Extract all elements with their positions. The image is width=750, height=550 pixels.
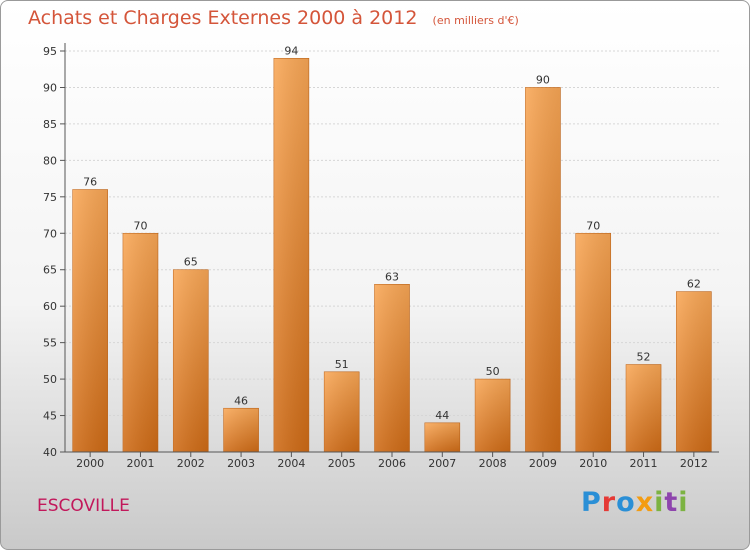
x-tick-label: 2008	[479, 457, 507, 470]
x-tick-label: 2006	[378, 457, 406, 470]
chart-title: Achats et Charges Externes 2000 à 2012	[28, 7, 418, 29]
bar-shade-2007	[424, 422, 460, 452]
y-tick-label: 70	[43, 227, 57, 240]
bar-value-label: 62	[687, 278, 701, 291]
bar-value-label: 70	[586, 219, 600, 232]
bar-shade-2005	[324, 371, 360, 452]
chart-title-block: Achats et Charges Externes 2000 à 2012 (…	[28, 7, 519, 29]
x-tick-label: 2009	[529, 457, 557, 470]
logo-letter: x	[635, 487, 655, 518]
bar-value-label: 52	[637, 351, 651, 364]
bar-shade-2003	[223, 408, 259, 452]
bar-shade-2008	[475, 379, 511, 452]
bar-shade-2002	[173, 269, 209, 452]
x-tick-label: 2011	[630, 457, 658, 470]
x-tick-label: 2004	[277, 457, 305, 470]
logo-letter: t	[664, 487, 679, 518]
bar-shade-2011	[626, 364, 662, 452]
city-name: ESCOVILLE	[37, 496, 130, 516]
bar-value-label: 90	[536, 73, 550, 86]
bar-shade-2000	[72, 189, 108, 452]
bar-value-label: 50	[486, 365, 500, 378]
proxiti-logo: Proxiti	[581, 487, 689, 518]
bar-shade-2012	[676, 291, 712, 452]
bar-value-label: 46	[234, 394, 248, 407]
x-tick-label: 2002	[177, 457, 205, 470]
x-tick-label: 2012	[680, 457, 708, 470]
bar-value-label: 65	[184, 256, 198, 269]
logo-letter: i	[654, 487, 665, 518]
chart-unit-note: (en milliers d'€)	[432, 14, 519, 27]
x-tick-label: 2003	[227, 457, 255, 470]
y-tick-label: 80	[43, 154, 57, 167]
bar-value-label: 63	[385, 270, 399, 283]
x-tick-label: 2000	[76, 457, 104, 470]
bar-shade-2004	[273, 58, 309, 453]
logo-letter: o	[616, 487, 636, 518]
y-tick-label: 90	[43, 81, 57, 94]
x-tick-label: 2005	[328, 457, 356, 470]
bars-layer: 76 70 65 46 94 51 63 44 50 90 70 52 62	[72, 44, 712, 453]
x-tick-label: 2010	[579, 457, 607, 470]
bar-shade-2006	[374, 284, 410, 452]
y-tick-label: 65	[43, 264, 57, 277]
bar-value-label: 94	[284, 44, 298, 57]
y-tick-label: 50	[43, 373, 57, 386]
bar-value-label: 70	[133, 219, 147, 232]
axis-layer: 40 45 50 55 60 65 70 75 80 85 90 95 2000 2001 2002 2003…	[43, 43, 719, 470]
bar-shade-2009	[525, 87, 561, 453]
bar-value-label: 51	[335, 358, 349, 371]
bar-value-label: 44	[435, 409, 449, 422]
y-tick-label: 95	[43, 45, 57, 58]
bar-value-label: 76	[83, 176, 97, 189]
y-tick-label: 85	[43, 118, 57, 131]
y-tick-label: 40	[43, 446, 57, 459]
y-tick-label: 75	[43, 191, 57, 204]
bar-shade-2001	[122, 233, 158, 452]
logo-letter: P	[581, 487, 602, 518]
y-tick-label: 55	[43, 337, 57, 350]
logo-letter: r	[601, 487, 617, 518]
y-tick-label: 45	[43, 410, 57, 423]
bar-shade-2010	[575, 233, 611, 452]
y-tick-label: 60	[43, 300, 57, 313]
x-tick-label: 2007	[428, 457, 456, 470]
logo-letter: i	[678, 487, 689, 518]
x-tick-label: 2001	[126, 457, 154, 470]
